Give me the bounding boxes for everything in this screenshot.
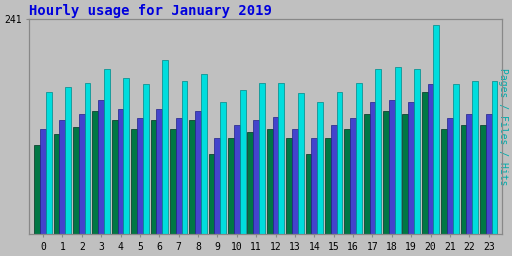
- Bar: [201, 74, 207, 234]
- Bar: [98, 100, 104, 234]
- Bar: [66, 87, 71, 234]
- Bar: [215, 138, 220, 234]
- Bar: [104, 69, 110, 234]
- Bar: [182, 81, 187, 234]
- Bar: [383, 111, 389, 234]
- Bar: [151, 120, 156, 234]
- Bar: [40, 129, 46, 234]
- Bar: [73, 127, 79, 234]
- Bar: [234, 125, 240, 234]
- Bar: [428, 84, 434, 234]
- Bar: [112, 120, 118, 234]
- Bar: [325, 138, 331, 234]
- Bar: [279, 83, 284, 234]
- Bar: [306, 154, 311, 234]
- Bar: [453, 84, 459, 234]
- Bar: [350, 118, 356, 234]
- Bar: [162, 60, 168, 234]
- Bar: [59, 120, 66, 234]
- Bar: [259, 83, 265, 234]
- Bar: [131, 129, 137, 234]
- Bar: [247, 132, 253, 234]
- Bar: [292, 129, 298, 234]
- Bar: [486, 114, 492, 234]
- Bar: [480, 125, 486, 234]
- Bar: [375, 69, 381, 234]
- Bar: [317, 102, 323, 234]
- Bar: [447, 118, 453, 234]
- Bar: [189, 120, 195, 234]
- Bar: [331, 125, 336, 234]
- Bar: [408, 102, 414, 234]
- Bar: [253, 120, 259, 234]
- Bar: [220, 102, 226, 234]
- Bar: [492, 81, 498, 234]
- Bar: [364, 114, 370, 234]
- Text: Hourly usage for January 2019: Hourly usage for January 2019: [29, 4, 272, 18]
- Bar: [92, 111, 98, 234]
- Bar: [143, 84, 148, 234]
- Bar: [311, 138, 317, 234]
- Bar: [228, 138, 234, 234]
- Bar: [170, 129, 176, 234]
- Bar: [336, 92, 343, 234]
- Bar: [461, 125, 466, 234]
- Bar: [414, 69, 420, 234]
- Bar: [118, 109, 123, 234]
- Bar: [54, 134, 59, 234]
- Bar: [395, 67, 400, 234]
- Bar: [298, 93, 304, 234]
- Bar: [356, 83, 362, 234]
- Bar: [34, 145, 40, 234]
- Bar: [272, 116, 279, 234]
- Bar: [123, 78, 129, 234]
- Bar: [79, 114, 84, 234]
- Bar: [156, 109, 162, 234]
- Bar: [389, 100, 395, 234]
- Bar: [472, 81, 478, 234]
- Bar: [84, 83, 91, 234]
- Bar: [441, 129, 447, 234]
- Bar: [195, 111, 201, 234]
- Bar: [370, 102, 375, 234]
- Bar: [286, 138, 292, 234]
- Bar: [267, 129, 272, 234]
- Bar: [434, 25, 439, 234]
- Bar: [402, 114, 408, 234]
- Bar: [209, 154, 215, 234]
- Bar: [240, 90, 246, 234]
- Bar: [422, 92, 428, 234]
- Bar: [176, 118, 182, 234]
- Bar: [466, 114, 472, 234]
- Y-axis label: Pages / Files / Hits: Pages / Files / Hits: [498, 68, 508, 186]
- Bar: [345, 129, 350, 234]
- Bar: [46, 92, 52, 234]
- Bar: [137, 118, 143, 234]
